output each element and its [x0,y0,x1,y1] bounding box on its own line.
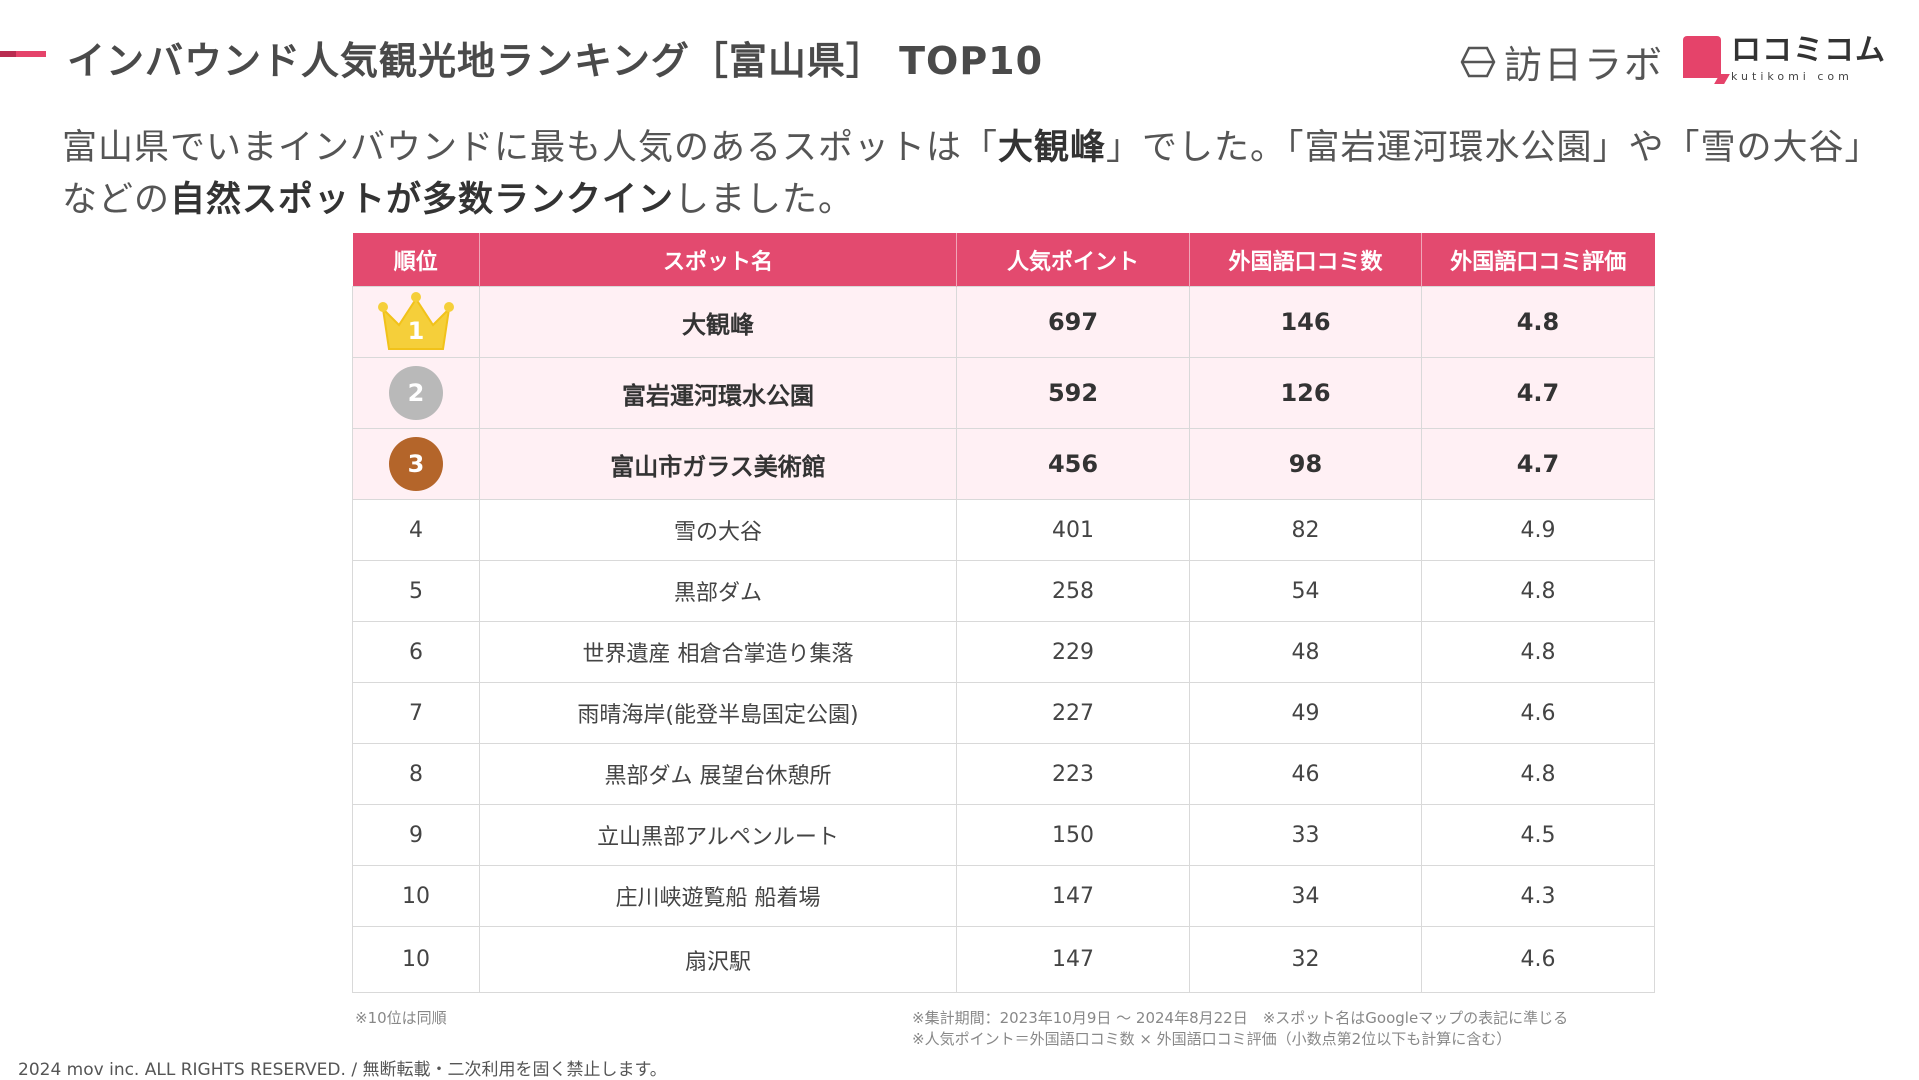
table-row: 1 大観峰 697 146 4.8 [352,286,1655,358]
table-header-row: 順位 スポット名 人気ポイント 外国語口コミ数 外国語口コミ評価 [352,233,1655,287]
kuchikomi-logo-subtext: kutikomi com [1731,70,1853,83]
spot-name: 扇沢駅 [479,926,957,993]
review-count: 34 [1189,865,1422,927]
review-rating: 4.8 [1421,743,1655,805]
points: 592 [956,357,1190,429]
points: 147 [956,926,1190,993]
points: 697 [956,286,1190,358]
table-row: 3 富山市ガラス美術館 456 98 4.7 [352,428,1655,500]
spot-name: 富山市ガラス美術館 [479,428,957,500]
review-rating: 4.8 [1421,560,1655,622]
review-count: 126 [1189,357,1422,429]
table-row: 8 黒部ダム 展望台休憩所 223 46 4.8 [352,743,1655,805]
bronze-badge: 3 [389,437,443,491]
points: 150 [956,804,1190,866]
formula-note: ※人気ポイント＝外国語口コミ数 × 外国語口コミ評価（小数点第2位以下も計算に含… [912,1030,1512,1048]
review-rating: 4.8 [1421,286,1655,358]
lead-highlight-top-spot: 大観峰 [998,128,1107,168]
table-row: 7 雨晴海岸(能登半島国定公園) 227 49 4.6 [352,682,1655,744]
header-review-count: 外国語口コミ数 [1189,233,1422,287]
ranking-table: 順位 スポット名 人気ポイント 外国語口コミ数 外国語口コミ評価 1 大観峰 [352,233,1655,993]
table-row: 6 世界遺産 相倉合掌造り集落 229 48 4.8 [352,621,1655,683]
rank-cell: 2 [352,357,480,429]
lead-highlight-nature: 自然スポットが多数ランクイン [170,180,675,220]
spot-name: 黒部ダム 展望台休憩所 [479,743,957,805]
table-row: 4 雪の大谷 401 82 4.9 [352,499,1655,561]
period-note: ※集計期間：2023年10月9日 ～ 2024年8月22日 ※スポット名はGoo… [912,1009,1569,1027]
points: 227 [956,682,1190,744]
spot-name: 雪の大谷 [479,499,957,561]
spot-name: 立山黒部アルペンルート [479,804,957,866]
review-rating: 4.7 [1421,428,1655,500]
review-count: 32 [1189,926,1422,993]
review-count: 48 [1189,621,1422,683]
header-points: 人気ポイント [956,233,1190,287]
kuchikomi-logo-text: ロコミコム [1731,33,1886,68]
crown-icon: 1 [377,291,455,353]
rank-cell: 6 [352,621,480,683]
rank-cell: 7 [352,682,480,744]
spot-name: 富岩運河環水公園 [479,357,957,429]
review-count: 33 [1189,804,1422,866]
review-rating: 4.7 [1421,357,1655,429]
silver-badge: 2 [389,366,443,420]
copyright-footer: 2024 mov inc. ALL RIGHTS RESERVED. / 無断転… [18,1060,667,1080]
rank-cell: 5 [352,560,480,622]
points: 401 [956,499,1190,561]
rank-cell: 3 [352,428,480,500]
speech-bubble-logo-icon [1683,36,1721,78]
review-count: 49 [1189,682,1422,744]
review-count: 146 [1189,286,1422,358]
kuchikomi-com-logo: ロコミコム kutikomi com [1683,36,1886,83]
review-rating: 4.3 [1421,865,1655,927]
table-row: 10 庄川峡遊覧船 船着場 147 34 4.3 [352,865,1655,927]
houniti-lab-logo-text: 訪日ラボ [1504,43,1665,87]
rank-cell: 4 [352,499,480,561]
title-accent-bar [0,51,46,57]
table-row: 9 立山黒部アルペンルート 150 33 4.5 [352,804,1655,866]
review-rating: 4.8 [1421,621,1655,683]
review-rating: 4.6 [1421,682,1655,744]
rank-cell: 8 [352,743,480,805]
header-spot-name: スポット名 [479,233,957,287]
header-rank: 順位 [352,233,480,287]
points: 147 [956,865,1190,927]
lead-text: 富山県でいまインバウンドに最も人気のあるスポットは「大観峰」でした。「富岩運河環… [62,128,1881,220]
review-rating: 4.9 [1421,499,1655,561]
spot-name: 黒部ダム [479,560,957,622]
rank-number: 1 [407,317,425,345]
points: 258 [956,560,1190,622]
tie-note: ※10位は同順 [355,1009,447,1027]
page-title: インバウンド人気観光地ランキング［富山県］ TOP10 [67,39,1044,83]
header-review-rating: 外国語口コミ評価 [1421,233,1655,287]
rank-cell: 10 [352,926,480,993]
spot-name: 世界遺産 相倉合掌造り集落 [479,621,957,683]
review-count: 54 [1189,560,1422,622]
rank-cell: 9 [352,804,480,866]
rank-cell: 10 [352,865,480,927]
table-row: 5 黒部ダム 258 54 4.8 [352,560,1655,622]
review-rating: 4.6 [1421,926,1655,993]
spot-name: 庄川峡遊覧船 船着場 [479,865,957,927]
rank-cell: 1 [352,286,480,358]
review-count: 46 [1189,743,1422,805]
review-count: 98 [1189,428,1422,500]
review-count: 82 [1189,499,1422,561]
hexagon-logo-icon [1460,46,1496,77]
points: 229 [956,621,1190,683]
review-rating: 4.5 [1421,804,1655,866]
spot-name: 大観峰 [479,286,957,358]
points: 223 [956,743,1190,805]
table-row: 10 扇沢駅 147 32 4.6 [352,926,1655,993]
points: 456 [956,428,1190,500]
spot-name: 雨晴海岸(能登半島国定公園) [479,682,957,744]
houniti-lab-logo: 訪日ラボ [1460,34,1664,89]
table-row: 2 富岩運河環水公園 592 126 4.7 [352,357,1655,429]
